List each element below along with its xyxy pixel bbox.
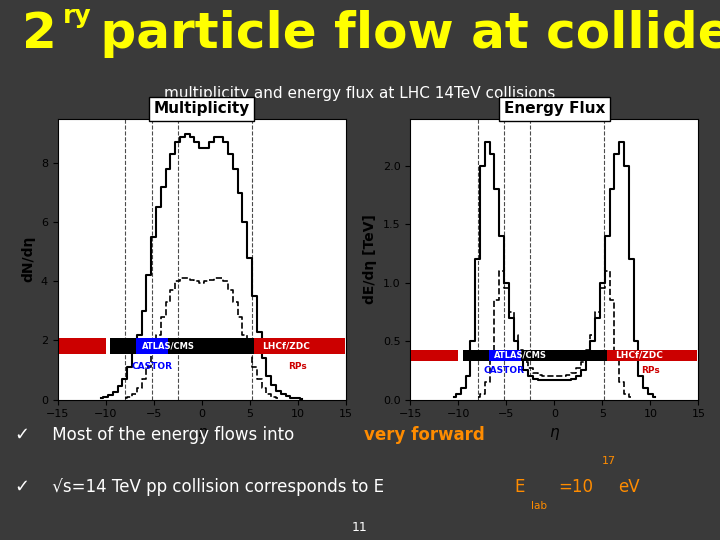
Text: ATLAS/CMS: ATLAS/CMS (142, 342, 194, 350)
Y-axis label: dE/dη [TeV]: dE/dη [TeV] (364, 214, 377, 304)
Text: Most of the energy flows into: Most of the energy flows into (47, 426, 300, 444)
Title: Energy Flux: Energy Flux (504, 101, 605, 116)
Text: eV: eV (618, 478, 639, 496)
Text: very forward: very forward (364, 426, 485, 444)
Text: lab: lab (531, 501, 547, 511)
Bar (607, 350, 698, 361)
Text: RPs: RPs (641, 366, 660, 375)
Bar (463, 350, 607, 361)
Text: CASTOR: CASTOR (131, 362, 172, 370)
Text: 11: 11 (352, 521, 368, 534)
Bar (136, 339, 168, 354)
Y-axis label: dN/dη: dN/dη (21, 236, 35, 282)
Bar (110, 339, 254, 354)
Text: ry: ry (63, 4, 91, 28)
Text: 2: 2 (22, 10, 56, 57)
Text: E: E (515, 478, 525, 496)
Text: multiplicity and energy flux at LHC 14TeV collisions: multiplicity and energy flux at LHC 14Te… (164, 85, 556, 100)
Text: CASTOR: CASTOR (484, 366, 525, 375)
Text: particle flow at colliders: particle flow at colliders (83, 10, 720, 57)
Bar (58, 339, 106, 354)
Text: LHCf/ZDC: LHCf/ZDC (615, 351, 663, 360)
Text: √s=14 TeV pp collision corresponds to E: √s=14 TeV pp collision corresponds to E (47, 478, 384, 496)
Bar (489, 350, 521, 361)
Text: 17: 17 (602, 456, 616, 466)
Text: =10: =10 (559, 478, 594, 496)
Text: RPs: RPs (288, 362, 307, 370)
X-axis label: η: η (549, 425, 559, 440)
Text: ✓: ✓ (14, 478, 30, 496)
Title: Multiplicity: Multiplicity (153, 101, 250, 116)
Text: ATLAS/CMS: ATLAS/CMS (495, 351, 547, 360)
Text: ✓: ✓ (14, 426, 30, 444)
Bar (254, 339, 345, 354)
Bar (411, 350, 459, 361)
Text: LHCf/ZDC: LHCf/ZDC (262, 342, 310, 350)
X-axis label: η: η (197, 425, 207, 440)
